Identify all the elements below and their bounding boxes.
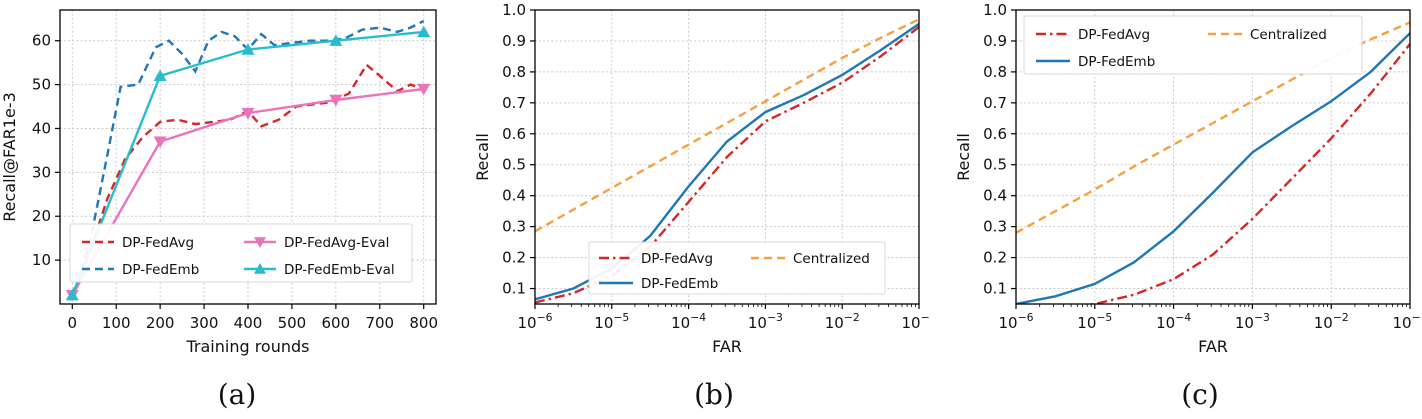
legend: DP-FedAvg DP-FedEmb Centralized xyxy=(588,241,886,295)
chart-b-canvas: 10−6 10−5 10−4 10−3 10−2 10−1 0.1 0.2 0.3 0.4 0.5 0… xyxy=(473,2,931,356)
svg-text:1.0: 1.0 xyxy=(983,2,1007,19)
svg-text:DP-FedEmb: DP-FedEmb xyxy=(641,276,718,292)
caption-c: (c) xyxy=(1181,378,1219,411)
tick-labels: 0 100 200 300 400 500 600 700 800 10 20 30 40 50 60 xyxy=(32,32,438,332)
svg-text:0.2: 0.2 xyxy=(502,249,526,267)
svg-text:10−2: 10−2 xyxy=(825,311,860,332)
y-axis-label: Recall xyxy=(473,133,492,181)
svg-text:0.8: 0.8 xyxy=(983,63,1007,81)
svg-text:10−1: 10−1 xyxy=(1392,311,1422,332)
series-DP-FedEmb xyxy=(71,19,425,296)
x-axis-label: FAR xyxy=(712,337,742,356)
chart-panel-c: 10−6 10−5 10−4 10−3 10−2 10−1 0.1 0.2 0.3 0.4 0.5 0… xyxy=(952,2,1422,411)
svg-text:10: 10 xyxy=(32,251,51,269)
svg-text:0.7: 0.7 xyxy=(983,94,1007,112)
caption-a: (a) xyxy=(217,378,257,411)
svg-text:300: 300 xyxy=(190,314,219,332)
svg-text:800: 800 xyxy=(409,314,438,332)
tick-marks xyxy=(530,9,920,309)
series-DP-FedAvg xyxy=(1087,43,1410,304)
chart-c-canvas: 10−6 10−5 10−4 10−3 10−2 10−1 0.1 0.2 0.3 0.4 0.5 0… xyxy=(954,2,1422,356)
svg-text:1.0: 1.0 xyxy=(502,2,526,19)
svg-text:DP-FedEmb-Eval: DP-FedEmb-Eval xyxy=(284,262,395,278)
svg-text:10−4: 10−4 xyxy=(1156,311,1191,332)
chart-a-canvas: 0 100 200 300 400 500 600 700 800 10 20 30 40 50 60 Tra… xyxy=(0,9,438,356)
svg-text:0.4: 0.4 xyxy=(502,187,526,205)
svg-text:0.7: 0.7 xyxy=(502,94,526,112)
svg-text:400: 400 xyxy=(234,314,263,332)
svg-text:DP-FedEmb: DP-FedEmb xyxy=(1078,54,1155,70)
tick-labels: 10−6 10−5 10−4 10−3 10−2 10−1 0.1 0.2 0.3 0.4 0.5 0… xyxy=(983,2,1422,332)
svg-text:0.9: 0.9 xyxy=(983,32,1007,50)
series-Centralized xyxy=(1016,21,1410,234)
axes-box xyxy=(1015,9,1411,305)
x-axis-label: FAR xyxy=(1198,337,1228,356)
chart-panel-b: 10−6 10−5 10−4 10−3 10−2 10−1 0.1 0.2 0.3 0.4 0.5 0… xyxy=(471,2,931,411)
svg-text:0.6: 0.6 xyxy=(983,125,1007,143)
svg-text:40: 40 xyxy=(32,119,51,137)
svg-text:DP-FedEmb: DP-FedEmb xyxy=(122,262,199,278)
svg-text:200: 200 xyxy=(146,314,175,332)
svg-text:0.4: 0.4 xyxy=(983,187,1007,205)
legend: DP-FedAvg DP-FedEmb Centralized xyxy=(1023,15,1363,75)
svg-text:10−5: 10−5 xyxy=(594,311,629,332)
svg-text:Centralized: Centralized xyxy=(793,251,870,267)
svg-text:10−2: 10−2 xyxy=(1314,311,1349,332)
series-DP-FedAvg xyxy=(71,63,425,301)
svg-text:50: 50 xyxy=(32,76,51,94)
svg-text:10−3: 10−3 xyxy=(748,311,783,332)
svg-text:10−4: 10−4 xyxy=(671,311,706,332)
chart-panel-a: 0 100 200 300 400 500 600 700 800 10 20 30 40 50 60 Tra… xyxy=(0,2,450,411)
svg-text:0.5: 0.5 xyxy=(502,156,526,174)
svg-text:0: 0 xyxy=(68,314,78,332)
svg-text:700: 700 xyxy=(365,314,394,332)
svg-text:DP-FedAvg: DP-FedAvg xyxy=(122,235,194,251)
svg-text:0.3: 0.3 xyxy=(983,218,1007,236)
caption-b: (b) xyxy=(694,378,734,411)
axes-box xyxy=(534,9,920,305)
svg-text:DP-FedAvg-Eval: DP-FedAvg-Eval xyxy=(284,235,389,251)
series-lines xyxy=(65,19,431,302)
series-lines xyxy=(1016,21,1410,304)
legend: DP-FedAvg DP-FedEmb DP-FedAvg-Eval DP-FedEm… xyxy=(69,223,413,283)
svg-text:500: 500 xyxy=(278,314,307,332)
svg-text:0.8: 0.8 xyxy=(502,63,526,81)
svg-text:0.5: 0.5 xyxy=(983,156,1007,174)
svg-text:10−3: 10−3 xyxy=(1235,311,1270,332)
svg-text:10−6: 10−6 xyxy=(517,311,552,332)
svg-text:100: 100 xyxy=(102,314,131,332)
svg-text:DP-FedAvg: DP-FedAvg xyxy=(1078,27,1150,43)
svg-text:DP-FedAvg: DP-FedAvg xyxy=(641,251,713,267)
tick-marks xyxy=(1011,9,1411,309)
DP-FedEmb-Eval-markers xyxy=(65,25,431,301)
svg-text:0.6: 0.6 xyxy=(502,125,526,143)
svg-text:30: 30 xyxy=(32,163,51,181)
x-axis-label: Training rounds xyxy=(185,337,309,356)
svg-text:10−5: 10−5 xyxy=(1077,311,1112,332)
svg-text:0.9: 0.9 xyxy=(502,32,526,50)
y-axis-label: Recall xyxy=(954,133,973,181)
svg-text:60: 60 xyxy=(32,32,51,50)
svg-text:0.1: 0.1 xyxy=(502,280,526,298)
svg-text:10−6: 10−6 xyxy=(998,311,1033,332)
series-Centralized xyxy=(535,18,919,233)
series-DP-FedEmb xyxy=(1016,32,1410,304)
svg-text:0.1: 0.1 xyxy=(983,280,1007,298)
tick-marks xyxy=(55,40,425,309)
tick-labels: 10−6 10−5 10−4 10−3 10−2 10−1 0.1 0.2 0.3 0.4 0.5 0… xyxy=(502,2,931,332)
svg-text:0.2: 0.2 xyxy=(983,249,1007,267)
y-axis-label: Recall@FAR1e-3 xyxy=(0,92,19,222)
svg-text:Centralized: Centralized xyxy=(1250,27,1327,43)
svg-text:10−1: 10−1 xyxy=(901,311,931,332)
svg-text:0.3: 0.3 xyxy=(502,218,526,236)
svg-text:20: 20 xyxy=(32,207,51,225)
svg-text:600: 600 xyxy=(322,314,351,332)
